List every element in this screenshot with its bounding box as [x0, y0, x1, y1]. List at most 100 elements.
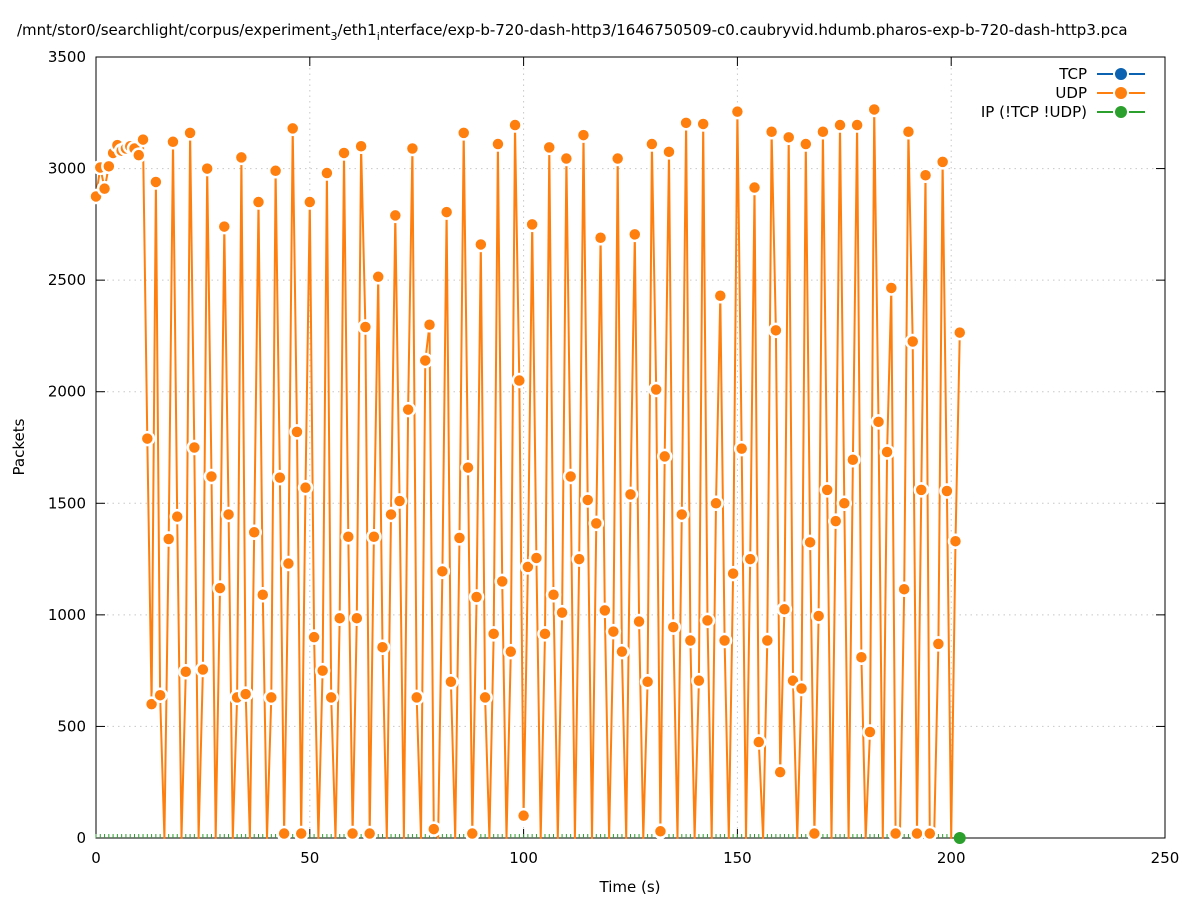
udp-point	[468, 589, 485, 605]
udp-point	[605, 623, 622, 640]
udp-point	[426, 821, 442, 837]
udp-point	[930, 636, 947, 652]
udp-point	[451, 530, 468, 546]
udp-point	[695, 116, 711, 132]
udp-point	[306, 629, 322, 645]
udp-point	[417, 352, 434, 369]
udp-point	[541, 139, 558, 156]
udp-point	[934, 154, 951, 170]
udp-point	[545, 587, 562, 603]
title-subscript: 3	[331, 30, 338, 43]
udp-point	[515, 807, 532, 824]
udp-point	[520, 559, 536, 575]
udp-point	[870, 414, 887, 430]
udp-point	[776, 601, 793, 618]
udp-point	[674, 506, 690, 523]
udp-point	[554, 604, 570, 621]
x-tick-label: 150	[723, 849, 752, 867]
udp-point	[464, 825, 481, 842]
udp-point	[319, 165, 335, 181]
y-tick-label: 3000	[48, 160, 86, 178]
udp-point	[896, 581, 912, 597]
udp-point	[751, 734, 767, 750]
x-tick-label: 100	[509, 849, 538, 867]
title-part: /mnt/stor0/searchlight/corpus/experiment	[17, 21, 331, 39]
y-tick-label: 2000	[48, 383, 86, 401]
udp-point	[344, 825, 361, 842]
udp-point	[366, 529, 382, 545]
udp-point	[340, 529, 357, 545]
udp-point	[233, 149, 250, 166]
legend-marker	[1115, 106, 1127, 118]
udp-point	[263, 689, 280, 706]
udp-point	[904, 333, 921, 350]
udp-point	[772, 764, 788, 780]
udp-point	[742, 551, 758, 567]
udp-point	[152, 687, 168, 703]
udp-point	[952, 324, 968, 341]
udp-point	[879, 444, 895, 460]
udp-point	[592, 229, 609, 246]
udp-point	[733, 440, 750, 457]
udp-point	[528, 550, 545, 566]
udp-point	[455, 125, 472, 141]
udp-point	[289, 424, 305, 440]
x-tick-label: 0	[91, 849, 101, 867]
udp-point	[849, 117, 865, 133]
series-layer	[88, 101, 968, 844]
udp-point	[473, 236, 489, 253]
y-axis-label: Packets	[10, 418, 28, 475]
udp-point	[490, 136, 506, 152]
title-part: /eth1	[338, 21, 377, 39]
udp-point	[160, 531, 177, 547]
udp-point	[421, 317, 438, 333]
udp-point	[374, 639, 391, 655]
udp-point	[691, 672, 707, 689]
y-tick-label: 1500	[48, 494, 86, 512]
udp-point	[725, 565, 741, 582]
udp-point	[639, 674, 656, 690]
legend-label-udp: UDP	[1055, 84, 1087, 102]
udp-point	[815, 124, 831, 140]
udp-point	[661, 144, 677, 160]
udp-point	[267, 163, 284, 179]
udp-point	[631, 613, 647, 630]
udp-point	[609, 150, 626, 167]
udp-point	[169, 508, 185, 525]
udp-point	[708, 495, 724, 512]
udp-point	[729, 103, 746, 120]
x-tick-label: 50	[300, 849, 319, 867]
udp-point	[827, 513, 844, 529]
udp-point	[314, 662, 331, 679]
udp-point	[400, 401, 416, 418]
udp-point	[558, 150, 575, 167]
udp-point	[853, 649, 870, 666]
udp-point	[361, 825, 378, 842]
udp-point	[763, 124, 780, 140]
udp-point	[793, 680, 810, 697]
udp-point	[780, 129, 797, 146]
udp-point	[255, 587, 271, 603]
udp-point	[272, 469, 288, 486]
udp-point	[139, 430, 156, 447]
udp-point	[143, 696, 160, 712]
udp-point	[665, 619, 682, 635]
udp-point	[507, 117, 523, 133]
udp-point	[391, 493, 408, 509]
udp-point	[716, 632, 733, 649]
udp-point	[746, 179, 763, 196]
udp-point	[280, 555, 297, 572]
udp-point	[178, 664, 194, 680]
udp-point	[947, 533, 964, 549]
udp-point	[712, 288, 729, 304]
udp-point	[862, 724, 878, 740]
udp-point	[832, 117, 848, 133]
udp-point	[503, 643, 519, 660]
udp-point	[302, 194, 318, 210]
udp-point	[96, 180, 113, 197]
udp-point	[135, 131, 151, 148]
udp-point	[443, 674, 459, 690]
udp-point	[250, 194, 267, 210]
udp-point	[652, 823, 669, 840]
